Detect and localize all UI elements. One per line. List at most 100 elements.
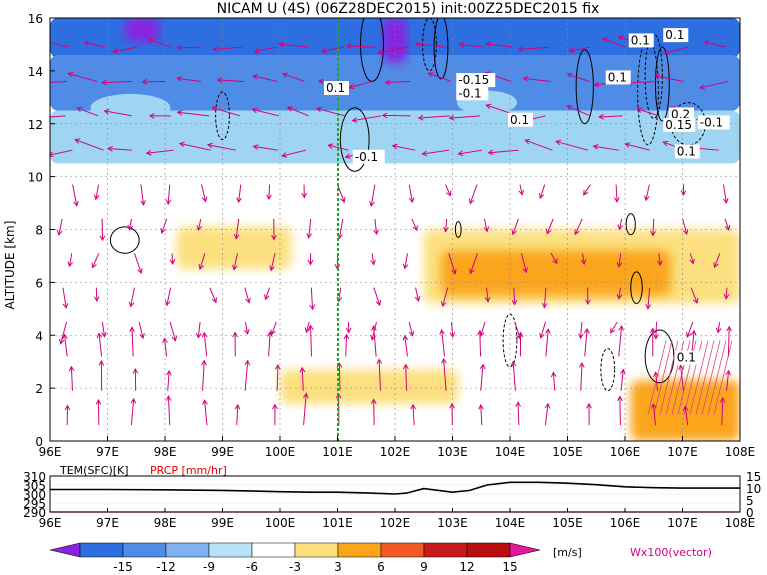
temperature-tick-label: 305 [23, 479, 46, 493]
wind-vector-head [650, 230, 656, 237]
wind-vector [448, 253, 456, 274]
wind-vector-head [282, 72, 289, 78]
wind-vector-head [479, 331, 485, 338]
wind-vector [177, 77, 201, 82]
hatch-line [707, 340, 727, 415]
contour-label: 0.1 [510, 113, 529, 127]
x-tick-label: 103E [437, 445, 468, 459]
wind-vector-head [196, 225, 203, 232]
wind-vector-head [162, 337, 168, 344]
wind-vector [415, 43, 446, 48]
wind-vector [199, 253, 206, 270]
wind-vector [525, 139, 553, 151]
wind-vector [658, 253, 661, 266]
wind-vector [84, 41, 105, 48]
contour-label-bg [324, 81, 349, 96]
wind-vector [378, 46, 408, 54]
contour-label-bg [628, 33, 654, 48]
wind-vector-head [306, 232, 312, 239]
wind-vector [268, 184, 271, 200]
wind-vector [513, 287, 516, 305]
x-tick-label: 100E [265, 445, 296, 459]
wind-vector [664, 46, 689, 54]
wind-vector [352, 115, 382, 122]
surface-x-axis: 96E 97E 98E 99E 100E 101E 102E 103E 104E 105E 106E… [39, 508, 755, 530]
wind-vector [443, 358, 447, 391]
wind-vector-head [166, 369, 172, 376]
contour-label: -0.1 [355, 150, 378, 164]
wind-vector-head [427, 72, 434, 78]
wind-vector-head [724, 224, 731, 231]
x-tick-label: 99E [211, 445, 234, 459]
wind-vector [253, 145, 278, 151]
wind-vector-head [74, 138, 81, 144]
contour-label-bg [697, 115, 730, 130]
hatch-line [701, 340, 721, 415]
wind-vector [445, 218, 448, 232]
surface-x-tick-label: 101E [322, 516, 353, 530]
precip-tick-label: 0 [746, 506, 754, 520]
wind-vector [169, 321, 176, 341]
wind-vector-head [76, 106, 83, 113]
wind-vector [408, 321, 414, 336]
wind-vector-head [164, 300, 171, 307]
y-tick-label: 10 [28, 171, 43, 185]
x-tick-label: 101E [322, 445, 353, 459]
wind-vector [279, 43, 309, 48]
colorbar-box [423, 542, 468, 558]
x-tick-label: 105E [552, 445, 583, 459]
precip-tick-label: 15 [746, 470, 761, 484]
surface-x-tick-label: 105E [552, 516, 583, 530]
wind-vector [235, 218, 240, 239]
contour-label-bg [674, 144, 700, 159]
wind-vector-head [327, 143, 334, 149]
wind-vector-head [139, 333, 145, 340]
wind-vector [680, 365, 684, 391]
x-tick-label: 97E [96, 445, 119, 459]
wind-vector-head [307, 324, 314, 331]
wind-vector [130, 287, 135, 307]
wind-vector-head [264, 294, 270, 301]
wind-vector [717, 321, 721, 333]
colorbar-label: 6 [377, 560, 385, 574]
wind-vector [68, 73, 98, 82]
wind-vector-head [137, 268, 143, 275]
wind-vector [625, 143, 650, 151]
wind-vector [316, 108, 345, 117]
precip-tick-label: 10 [746, 482, 761, 496]
wind-vector-head [345, 327, 352, 334]
wind-vector-head [568, 47, 575, 54]
wind-vector-head [653, 371, 659, 378]
wind-vector [338, 363, 341, 391]
wind-vector-head [618, 324, 625, 331]
x-tick-label: 108E [725, 445, 756, 459]
wind-vector [512, 218, 519, 235]
wind-vector-head [93, 194, 100, 201]
wind-vector-head [699, 84, 706, 90]
wind-vector [179, 143, 211, 151]
wind-vector-head [232, 331, 238, 338]
wind-vector-head [176, 76, 182, 82]
contour-label: 0.1 [677, 144, 696, 158]
wind-vector-head [176, 44, 183, 51]
wind-vector [552, 372, 556, 391]
wind-vector [140, 184, 145, 206]
x-tick-label: 102E [380, 445, 411, 459]
wind-vector [328, 144, 349, 151]
wind-vector [408, 184, 413, 203]
wind-vector [270, 253, 276, 271]
wind-vector-head [524, 138, 531, 145]
wind-vector [725, 287, 728, 299]
wind-vector [404, 253, 409, 269]
shading-patch [90, 93, 171, 122]
wind-vector-head [377, 49, 384, 55]
surface-x-tick-label: 104E [495, 516, 526, 530]
wind-vector [271, 321, 277, 335]
wind-vector-head [336, 362, 343, 368]
wind-vector [721, 398, 724, 426]
wind-vector [458, 149, 483, 155]
wind-vector [252, 75, 278, 82]
wind-vector-head [410, 403, 417, 410]
wind-vector [62, 287, 67, 308]
wind-vector [517, 402, 520, 426]
